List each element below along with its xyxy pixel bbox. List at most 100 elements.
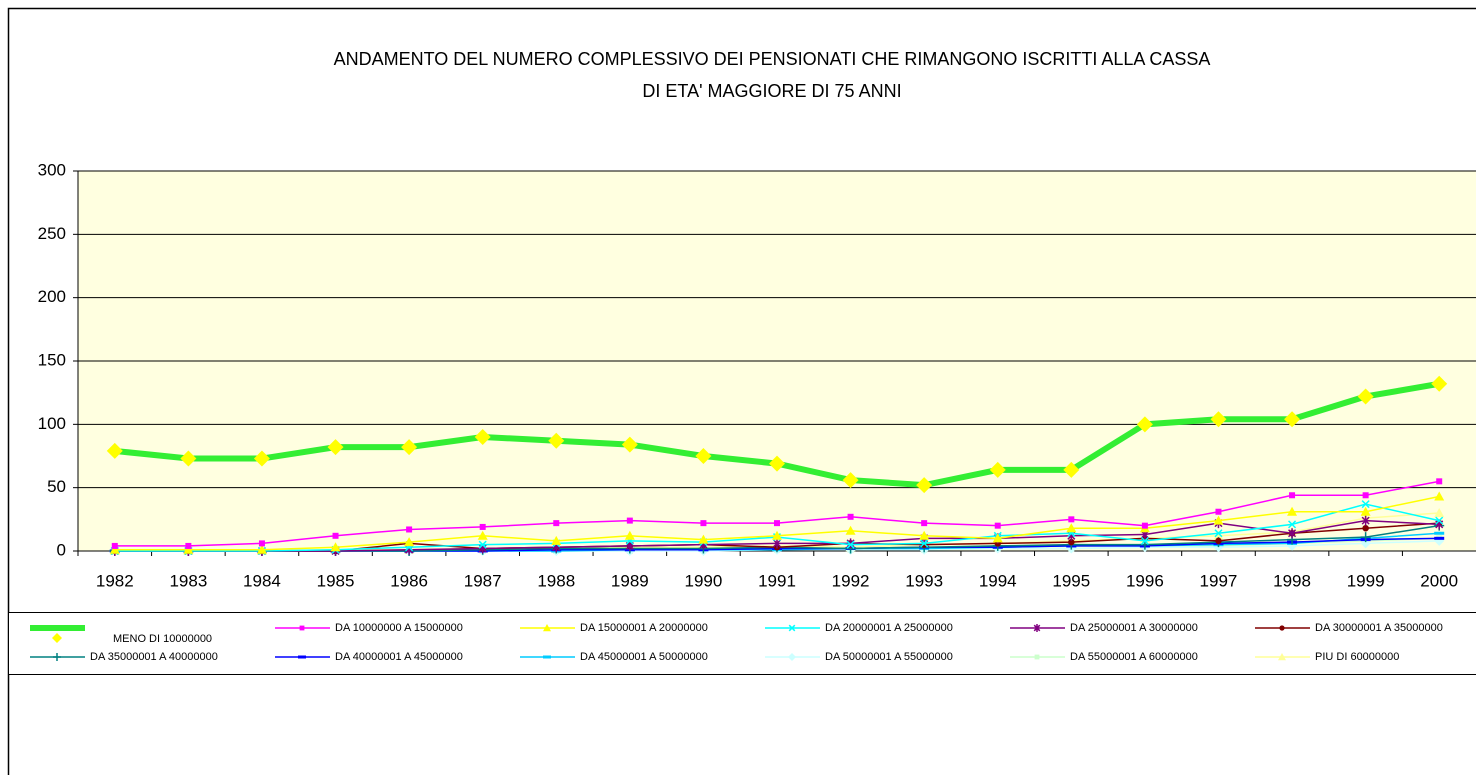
x-tick-label: 1986 xyxy=(390,571,428,590)
x-tick-label: 2000 xyxy=(1420,571,1458,590)
marker xyxy=(1289,492,1296,499)
marker xyxy=(1361,515,1370,526)
marker xyxy=(916,477,933,494)
y-tick-label: 0 xyxy=(57,540,66,559)
x-tick-label: 1994 xyxy=(979,571,1017,590)
x-tick-label: 1992 xyxy=(832,571,870,590)
x-tick-label: 1988 xyxy=(537,571,575,590)
marker xyxy=(1362,524,1369,532)
marker xyxy=(1136,416,1153,433)
x-tick-label: 1987 xyxy=(464,571,502,590)
marker xyxy=(1278,653,1286,661)
marker xyxy=(330,542,341,552)
y-tick-label: 50 xyxy=(47,477,66,496)
marker xyxy=(332,532,339,539)
marker xyxy=(1213,515,1224,525)
marker xyxy=(109,544,120,554)
legend-label: DA 30000001 A 35000000 xyxy=(1315,622,1443,634)
y-tick-label: 100 xyxy=(38,414,66,433)
series xyxy=(111,478,1443,549)
marker xyxy=(698,534,709,544)
marker xyxy=(1214,529,1223,538)
marker xyxy=(700,520,707,527)
marker xyxy=(1063,461,1080,478)
marker xyxy=(53,653,61,661)
marker xyxy=(258,540,265,547)
marker xyxy=(478,540,487,549)
legend-label: DA 40000001 A 45000000 xyxy=(335,651,463,663)
marker xyxy=(845,525,856,535)
marker xyxy=(1431,375,1448,392)
marker xyxy=(1360,506,1371,516)
x-tick-label: 1985 xyxy=(317,571,355,590)
marker xyxy=(1215,508,1222,515)
marker xyxy=(551,535,562,545)
legend-label: DA 45000001 A 50000000 xyxy=(580,651,708,663)
legend-label: DA 20000001 A 25000000 xyxy=(825,622,953,634)
x-tick-label: 1983 xyxy=(169,571,207,590)
marker xyxy=(1210,411,1227,428)
legend-label: DA 15000001 A 20000000 xyxy=(580,622,708,634)
x-tick-label: 1984 xyxy=(243,571,281,590)
marker xyxy=(1362,492,1369,499)
series xyxy=(109,491,1445,554)
x-tick-label: 1989 xyxy=(611,571,649,590)
marker xyxy=(846,540,855,549)
x-tick-label: 1993 xyxy=(905,571,943,590)
marker xyxy=(919,530,930,540)
marker xyxy=(788,653,796,661)
legend-label: PIU DI 60000000 xyxy=(1315,651,1399,663)
marker xyxy=(477,530,488,540)
marker xyxy=(1361,500,1370,509)
chart-title: ANDAMENTO DEL NUMERO COMPLESSIVO DEI PEN… xyxy=(334,49,1211,69)
marker xyxy=(474,429,491,445)
marker xyxy=(695,448,712,464)
legend-label: DA 25000001 A 30000000 xyxy=(1070,622,1198,634)
marker xyxy=(185,542,192,549)
marker xyxy=(327,439,344,456)
marker xyxy=(256,544,267,554)
marker xyxy=(1033,624,1041,632)
marker xyxy=(479,523,486,530)
marker xyxy=(788,624,796,632)
marker xyxy=(1140,536,1149,545)
marker xyxy=(1141,522,1148,529)
marker xyxy=(1434,508,1445,517)
legend-box xyxy=(8,612,1476,675)
marker xyxy=(1068,516,1075,523)
y-tick-label: 300 xyxy=(38,160,66,179)
marker xyxy=(621,436,638,453)
marker xyxy=(1068,538,1075,546)
y-tick-label: 200 xyxy=(38,287,66,306)
marker xyxy=(1213,530,1224,540)
x-tick-label: 1990 xyxy=(685,571,723,590)
legend-label: DA 35000001 A 40000000 xyxy=(90,651,218,663)
x-tick-label: 1991 xyxy=(758,571,796,590)
marker xyxy=(1215,537,1222,545)
marker xyxy=(1279,625,1285,631)
marker xyxy=(406,526,413,533)
marker xyxy=(404,537,415,547)
series xyxy=(106,375,1448,494)
marker xyxy=(989,461,1006,478)
marker xyxy=(624,530,635,540)
x-tick-label: 1995 xyxy=(1052,571,1090,590)
marker xyxy=(1034,654,1040,660)
marker xyxy=(1066,523,1077,533)
marker xyxy=(401,439,418,456)
marker xyxy=(992,533,1003,543)
y-tick-label: 250 xyxy=(38,224,66,243)
marker xyxy=(180,450,197,467)
marker xyxy=(106,442,123,459)
x-tick-label: 1982 xyxy=(96,571,134,590)
marker xyxy=(921,520,928,527)
legend-label: DA 10000000 A 15000000 xyxy=(335,622,463,634)
marker xyxy=(1357,388,1374,405)
marker xyxy=(774,520,780,527)
marker xyxy=(769,455,785,472)
marker xyxy=(1288,528,1297,539)
marker xyxy=(1284,411,1301,428)
legend-label: MENO DI 10000000 xyxy=(113,633,212,645)
marker xyxy=(772,538,782,549)
